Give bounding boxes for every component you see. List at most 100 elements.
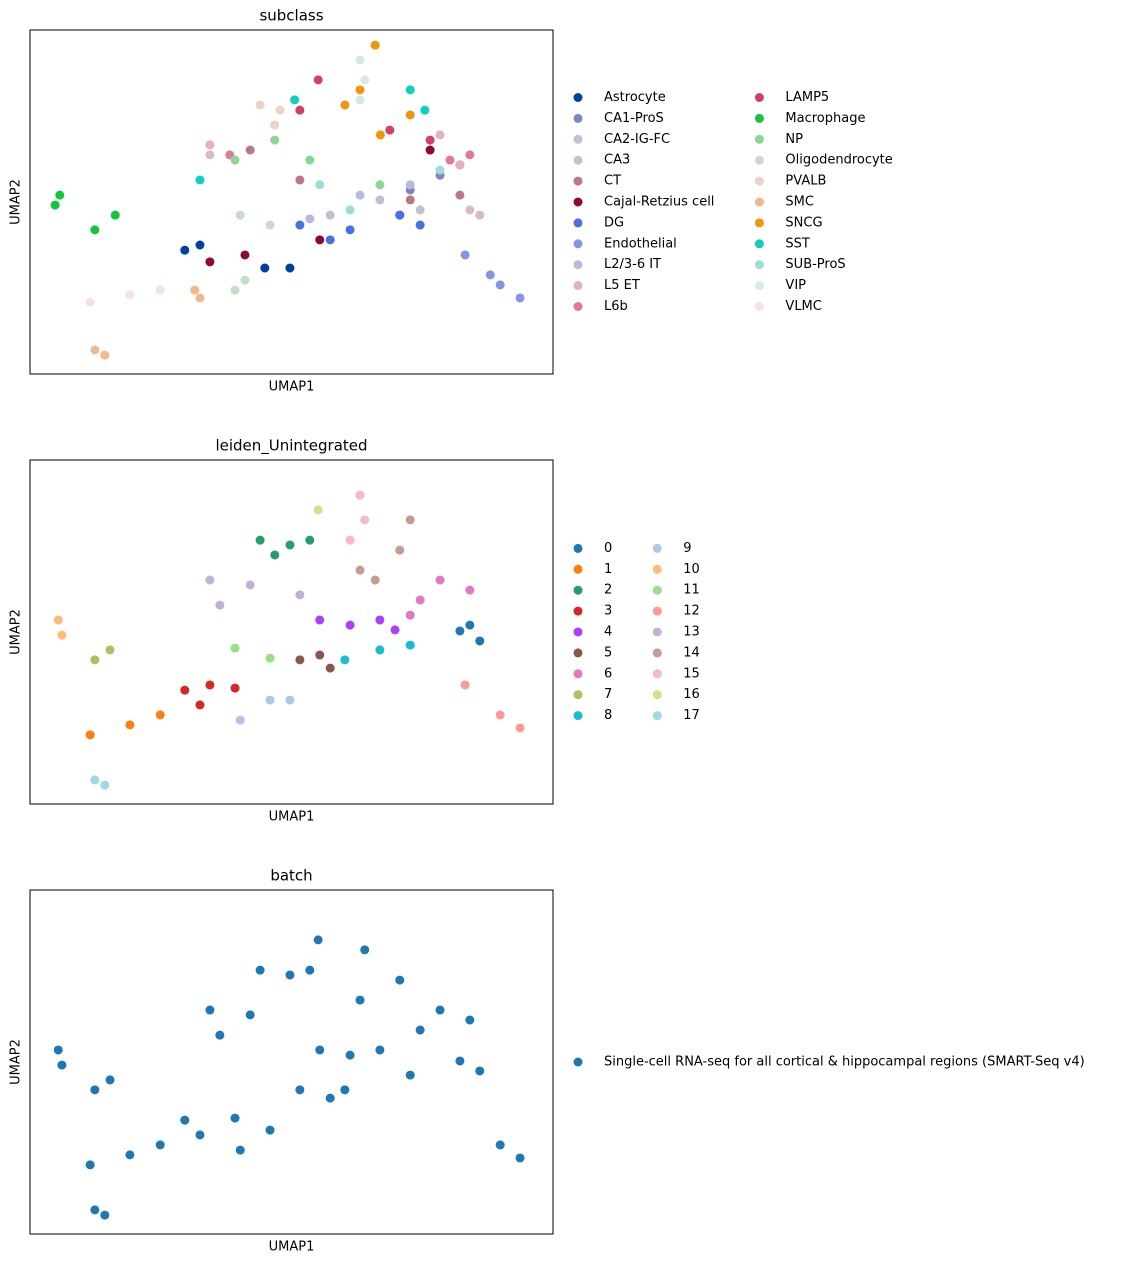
point: [205, 150, 215, 160]
legend-marker: [652, 690, 662, 700]
point: [315, 615, 325, 625]
plot-frame: [29, 459, 554, 805]
point: [230, 683, 240, 693]
point: [260, 263, 270, 273]
point: [265, 695, 275, 705]
point: [125, 720, 135, 730]
point: [375, 180, 385, 190]
legend-marker: [573, 218, 583, 228]
point: [290, 95, 300, 105]
legend-marker: [754, 155, 764, 165]
point: [395, 545, 405, 555]
legend-label: Oligodendrocyte: [785, 153, 892, 168]
legend-marker: [754, 281, 764, 291]
point: [270, 135, 280, 145]
point: [435, 1005, 445, 1015]
point: [240, 275, 250, 285]
legend-label: LAMP5: [785, 90, 829, 105]
point: [455, 1056, 465, 1066]
point: [313, 75, 323, 85]
point: [475, 1066, 485, 1076]
legend-marker: [754, 93, 764, 102]
legend-marker: [754, 113, 764, 123]
point: [515, 723, 525, 733]
legend-marker: [754, 218, 764, 228]
legend-label: PVALB: [785, 174, 826, 189]
point: [90, 225, 100, 235]
point: [345, 620, 355, 630]
legend-marker: [754, 176, 764, 186]
chart-title: leiden_Unintegrated: [215, 437, 367, 456]
point: [315, 180, 325, 190]
point: [355, 490, 365, 500]
legend-marker: [573, 113, 583, 123]
point: [325, 235, 335, 245]
point: [460, 680, 470, 690]
point: [53, 615, 63, 625]
legend-label: 10: [683, 562, 700, 577]
point: [285, 540, 295, 550]
legend-marker: [652, 648, 662, 658]
legend-label: 14: [683, 645, 700, 660]
point: [465, 585, 475, 595]
y-axis-label: UMAP2: [9, 1039, 24, 1085]
point: [355, 565, 365, 575]
point: [295, 220, 305, 230]
point: [245, 1010, 255, 1020]
point: [420, 105, 430, 115]
point: [275, 105, 285, 115]
point: [85, 297, 95, 307]
legend-label: 16: [683, 687, 700, 702]
point: [50, 200, 60, 210]
legend-label: 1: [604, 562, 612, 577]
point: [315, 1045, 325, 1055]
point: [255, 100, 265, 110]
point: [340, 1085, 350, 1095]
legend-marker: [652, 564, 662, 574]
point: [460, 250, 470, 260]
point: [285, 263, 295, 273]
legend-label: Macrophage: [785, 111, 865, 126]
legend-marker: [652, 711, 662, 721]
point: [345, 535, 355, 545]
point: [215, 1030, 225, 1040]
point: [255, 535, 265, 545]
legend-marker: [573, 648, 583, 658]
legend-marker: [573, 606, 583, 616]
legend-label: CA1-ProS: [604, 111, 664, 126]
point: [105, 1075, 115, 1085]
point: [355, 95, 365, 105]
legend-label: 8: [604, 708, 612, 723]
point: [355, 190, 365, 200]
legend-label: 2: [604, 583, 612, 598]
legend-marker: [754, 134, 764, 144]
chart-title: subclass: [259, 7, 323, 25]
point: [465, 205, 475, 215]
point: [435, 165, 445, 175]
point: [85, 730, 95, 740]
point: [375, 130, 385, 140]
point: [195, 293, 205, 303]
point: [305, 535, 315, 545]
point: [195, 240, 205, 250]
point: [265, 653, 275, 663]
plot-frame: [29, 29, 554, 375]
point: [395, 210, 405, 220]
point: [435, 575, 445, 585]
legend-label: NP: [785, 132, 803, 147]
plot-frame: [29, 889, 554, 1235]
legend-label: Astrocyte: [604, 90, 666, 105]
point: [155, 1140, 165, 1150]
point: [375, 1045, 385, 1055]
point: [100, 350, 110, 360]
point: [360, 945, 370, 955]
point: [415, 205, 425, 215]
point: [110, 210, 120, 220]
legend-marker: [573, 711, 583, 721]
point: [85, 1160, 95, 1170]
point: [445, 155, 455, 165]
point: [370, 40, 380, 50]
point: [235, 715, 245, 725]
point: [395, 975, 405, 985]
